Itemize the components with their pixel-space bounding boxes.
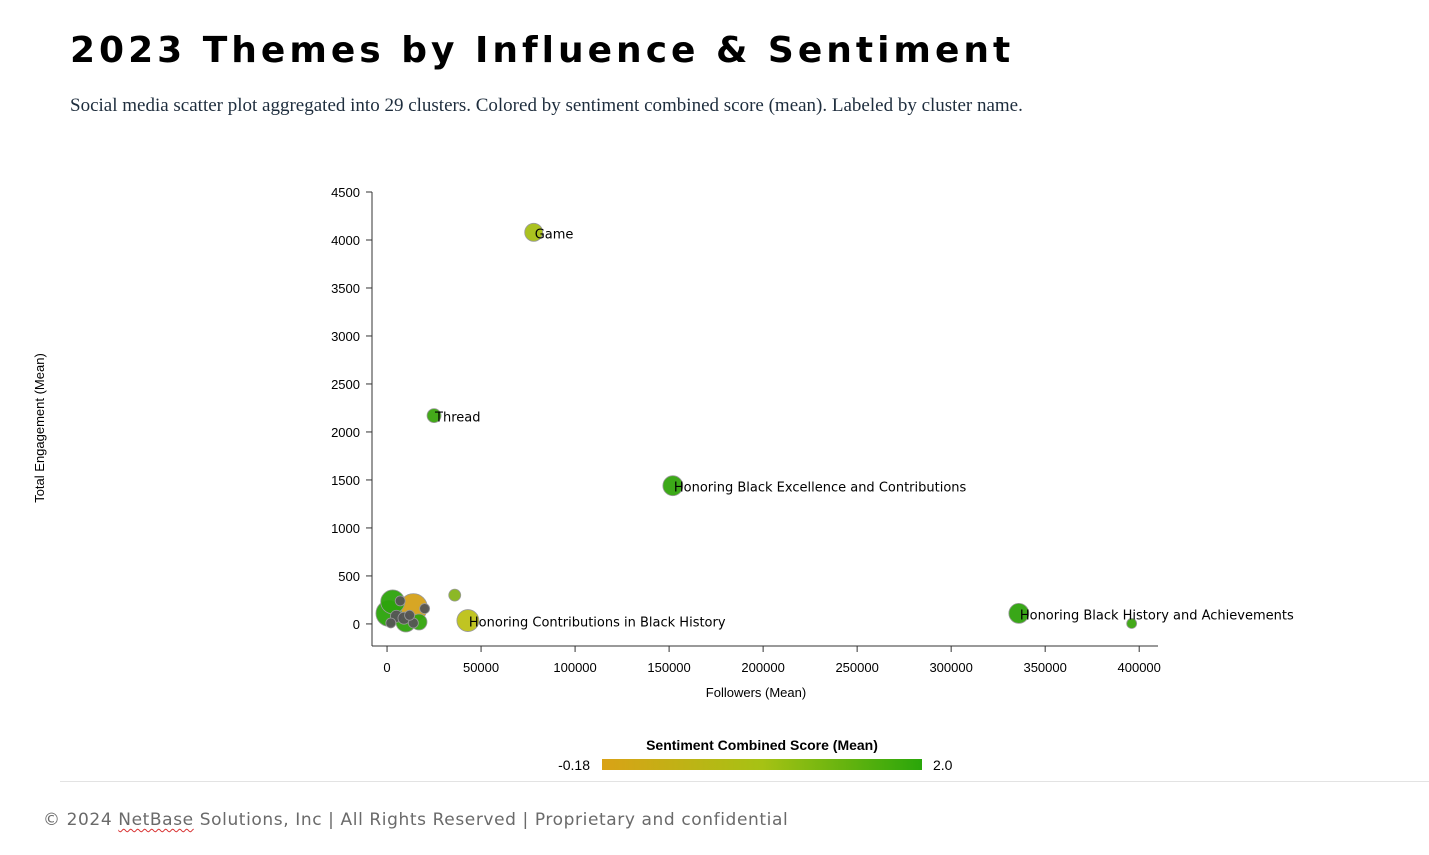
- x-tick-label: 350000: [1023, 660, 1066, 675]
- data-point: [1008, 602, 1030, 624]
- y-axis-label: Total Engagement (Mean): [32, 353, 47, 503]
- legend-min-label: -0.18: [558, 757, 590, 773]
- x-tick-label: 50000: [463, 660, 499, 675]
- y-tick-label: 0: [353, 617, 360, 632]
- point-label: Honoring Contributions in Black History: [469, 616, 726, 631]
- x-tick-label: 250000: [835, 660, 878, 675]
- x-axis-label: Followers (Mean): [706, 685, 806, 700]
- data-point: [662, 475, 684, 497]
- y-tick-label: 2500: [331, 377, 360, 392]
- x-tick-label: 200000: [741, 660, 784, 675]
- page-title: 2023 Themes by Influence & Sentiment: [70, 30, 1015, 71]
- x-tick-label: 400000: [1118, 660, 1161, 675]
- x-tick-label: 100000: [553, 660, 596, 675]
- point-label: Thread: [434, 411, 480, 426]
- page-subtitle: Social media scatter plot aggregated int…: [70, 95, 1023, 116]
- point-label: Honoring Black History and Achievements: [1020, 608, 1294, 623]
- data-point: [1126, 618, 1138, 629]
- point-label: Honoring Black Excellence and Contributi…: [674, 481, 967, 496]
- y-tick-label: 2000: [331, 425, 360, 440]
- y-tick-label: 4500: [331, 185, 360, 200]
- y-tick-label: 500: [338, 569, 360, 584]
- legend-title: Sentiment Combined Score (Mean): [646, 737, 878, 753]
- footer-brand: NetBase: [118, 810, 194, 830]
- data-point: [404, 609, 416, 621]
- point-label: Game: [535, 227, 574, 242]
- data-point: [394, 595, 406, 607]
- footer: © 2024 NetBase Solutions, Inc | All Righ…: [43, 810, 788, 830]
- y-tick-label: 3500: [331, 281, 360, 296]
- footer-divider: [60, 781, 1429, 782]
- x-tick-label: 0: [383, 660, 390, 675]
- data-point: [426, 408, 442, 424]
- y-tick-label: 4000: [331, 233, 360, 248]
- y-tick-label: 3000: [331, 329, 360, 344]
- data-point: [385, 617, 397, 629]
- data-point: [524, 222, 544, 242]
- y-tick-label: 1500: [331, 473, 360, 488]
- data-point: [419, 603, 431, 614]
- data-point: [456, 609, 480, 632]
- x-tick-label: 300000: [929, 660, 972, 675]
- footer-prefix: © 2024: [43, 810, 119, 830]
- legend-gradient-bar: [602, 759, 922, 770]
- y-tick-label: 1000: [331, 521, 360, 536]
- data-point: [448, 588, 462, 602]
- x-tick-label: 150000: [647, 660, 690, 675]
- legend-max-label: 2.0: [933, 757, 953, 773]
- footer-suffix: Solutions, Inc | All Rights Reserved | P…: [193, 810, 789, 830]
